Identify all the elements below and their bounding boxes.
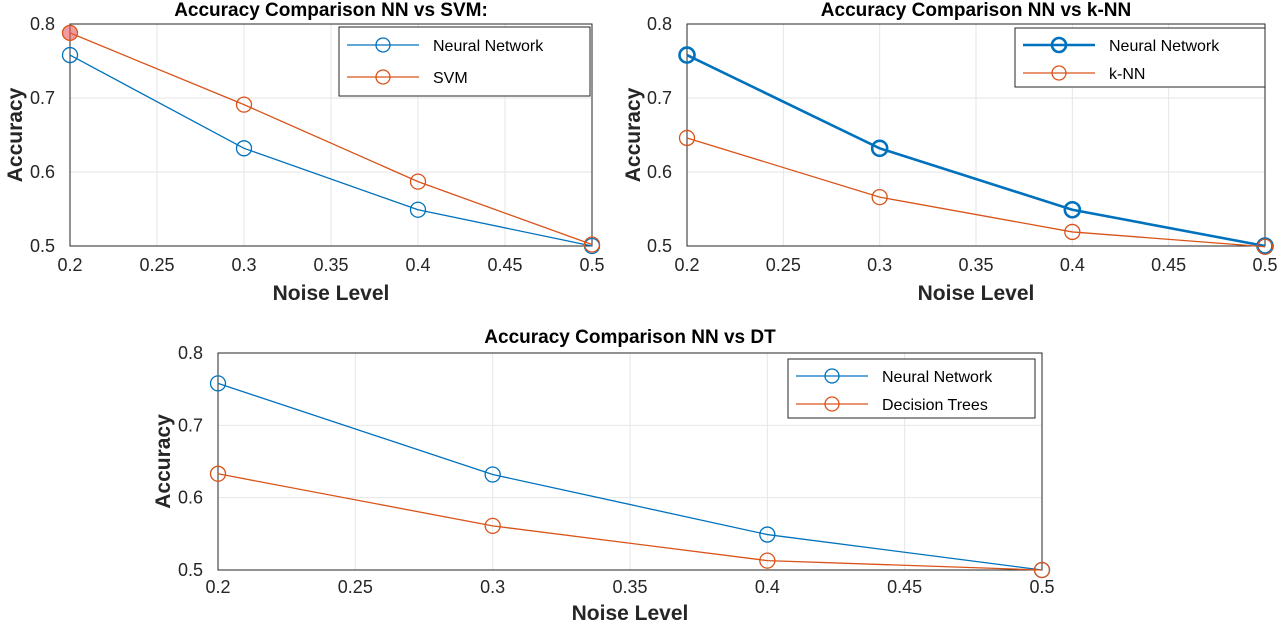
data-point [759, 526, 776, 543]
legend-marker [1051, 65, 1067, 81]
series-line [217, 382, 1043, 571]
data-point [484, 466, 501, 483]
legend-label: Neural Network [882, 369, 993, 386]
y-tick-label: 0.6 [647, 162, 672, 182]
legend: Neural Network k-NN [1014, 27, 1266, 88]
x-tick-label: 0.3 [867, 255, 892, 275]
series-line [69, 32, 593, 246]
data-point [484, 517, 501, 535]
data-point [678, 129, 696, 147]
x-tick-label: 0.5 [579, 255, 604, 275]
legend-label: Neural Network [433, 38, 544, 55]
x-tick-label: 0.25 [139, 255, 174, 275]
data-point [871, 189, 888, 206]
chart-title: Accuracy Comparison NN vs k-NN [821, 0, 1131, 21]
series-line [69, 54, 593, 247]
x-tick-label: 0.45 [1151, 255, 1186, 275]
axes-box [686, 23, 1266, 247]
y-axis-label: Accuracy [4, 87, 27, 182]
x-tick-label: 0.35 [612, 577, 647, 597]
x-axis-label: Noise Level [273, 282, 390, 305]
y-tick-label: 0.6 [178, 488, 203, 508]
x-tick-label: 0.2 [205, 577, 230, 597]
series-line [217, 473, 1043, 571]
x-tick-label: 0.5 [1029, 577, 1054, 597]
data-point [1064, 223, 1081, 241]
data-point [1063, 200, 1082, 219]
legend: Neural Network Decision Trees [787, 358, 1036, 419]
data-point [209, 375, 227, 392]
x-tick-label: 0.35 [313, 255, 348, 275]
legend-marker [375, 69, 391, 85]
y-axis-label: Accuracy [152, 414, 175, 509]
x-tick-label: 0.45 [487, 255, 522, 275]
x-tick-label: 0.25 [338, 577, 373, 597]
data-point [1256, 238, 1274, 255]
data-point [235, 140, 253, 157]
data-point [61, 24, 79, 42]
legend: Neural Network SVM [338, 26, 591, 97]
data-point [409, 173, 427, 190]
chart-3: 0.2 0.25 0.3 0.35 0.4 0.45 0.5 0.5 0.6 0.7 0.8 Accu… [152, 327, 1055, 622]
y-axis-label: Accuracy [622, 87, 645, 182]
chart-1: 0.2 0.25 0.3 0.35 0.4 0.45 0.5 0.5 0.6 0.7 0.8 Accu… [4, 0, 605, 305]
axes-box [217, 352, 1043, 571]
data-point [235, 96, 253, 113]
y-tick-label: 0.7 [178, 415, 203, 435]
legend-marker [375, 37, 391, 53]
data-point [870, 139, 889, 158]
data-point [583, 236, 601, 253]
data-point [209, 465, 227, 482]
legend-marker [824, 368, 840, 384]
x-tick-label: 0.4 [405, 255, 430, 275]
y-tick-label: 0.5 [30, 236, 55, 256]
series-line [686, 137, 1266, 248]
y-tick-label: 0.7 [30, 88, 55, 108]
x-tick-label: 0.5 [1252, 255, 1277, 275]
y-tick-label: 0.8 [30, 14, 55, 34]
x-axis-label: Noise Level [572, 602, 689, 622]
legend-marker [1050, 36, 1068, 54]
data-point [1033, 561, 1051, 579]
x-tick-label: 0.3 [231, 255, 256, 275]
series-line [686, 53, 1266, 248]
data-point [759, 552, 776, 569]
y-tick-label: 0.5 [178, 560, 203, 580]
x-tick-label: 0.45 [887, 577, 922, 597]
chart-2: 0.2 0.25 0.3 0.35 0.4 0.45 0.5 0.5 0.6 0.7 0.8 Accu… [622, 0, 1278, 305]
chart-title: Accuracy Comparison NN vs DT [484, 327, 776, 348]
legend-label: Neural Network [1109, 38, 1220, 55]
legend-marker [824, 396, 840, 412]
y-tick-label: 0.6 [30, 162, 55, 182]
y-tick-label: 0.5 [647, 236, 672, 256]
x-tick-label: 0.2 [57, 255, 82, 275]
y-tick-label: 0.8 [647, 14, 672, 34]
legend-label: SVM [433, 70, 468, 87]
x-axis-label: Noise Level [918, 282, 1035, 305]
data-point [678, 46, 696, 64]
axes-box [69, 23, 593, 247]
x-tick-label: 0.25 [766, 255, 801, 275]
x-tick-label: 0.4 [755, 577, 780, 597]
legend-label: k-NN [1109, 66, 1145, 83]
x-tick-label: 0.3 [480, 577, 505, 597]
y-tick-label: 0.7 [647, 88, 672, 108]
y-tick-label: 0.8 [178, 343, 203, 363]
x-tick-label: 0.2 [674, 255, 699, 275]
legend-box [787, 358, 1036, 419]
data-point [61, 46, 79, 64]
data-point [409, 201, 427, 218]
chart-title: Accuracy Comparison NN vs SVM: [174, 0, 488, 21]
x-tick-label: 0.35 [958, 255, 993, 275]
legend-label: Decision Trees [882, 397, 988, 414]
x-tick-label: 0.4 [1060, 255, 1085, 275]
